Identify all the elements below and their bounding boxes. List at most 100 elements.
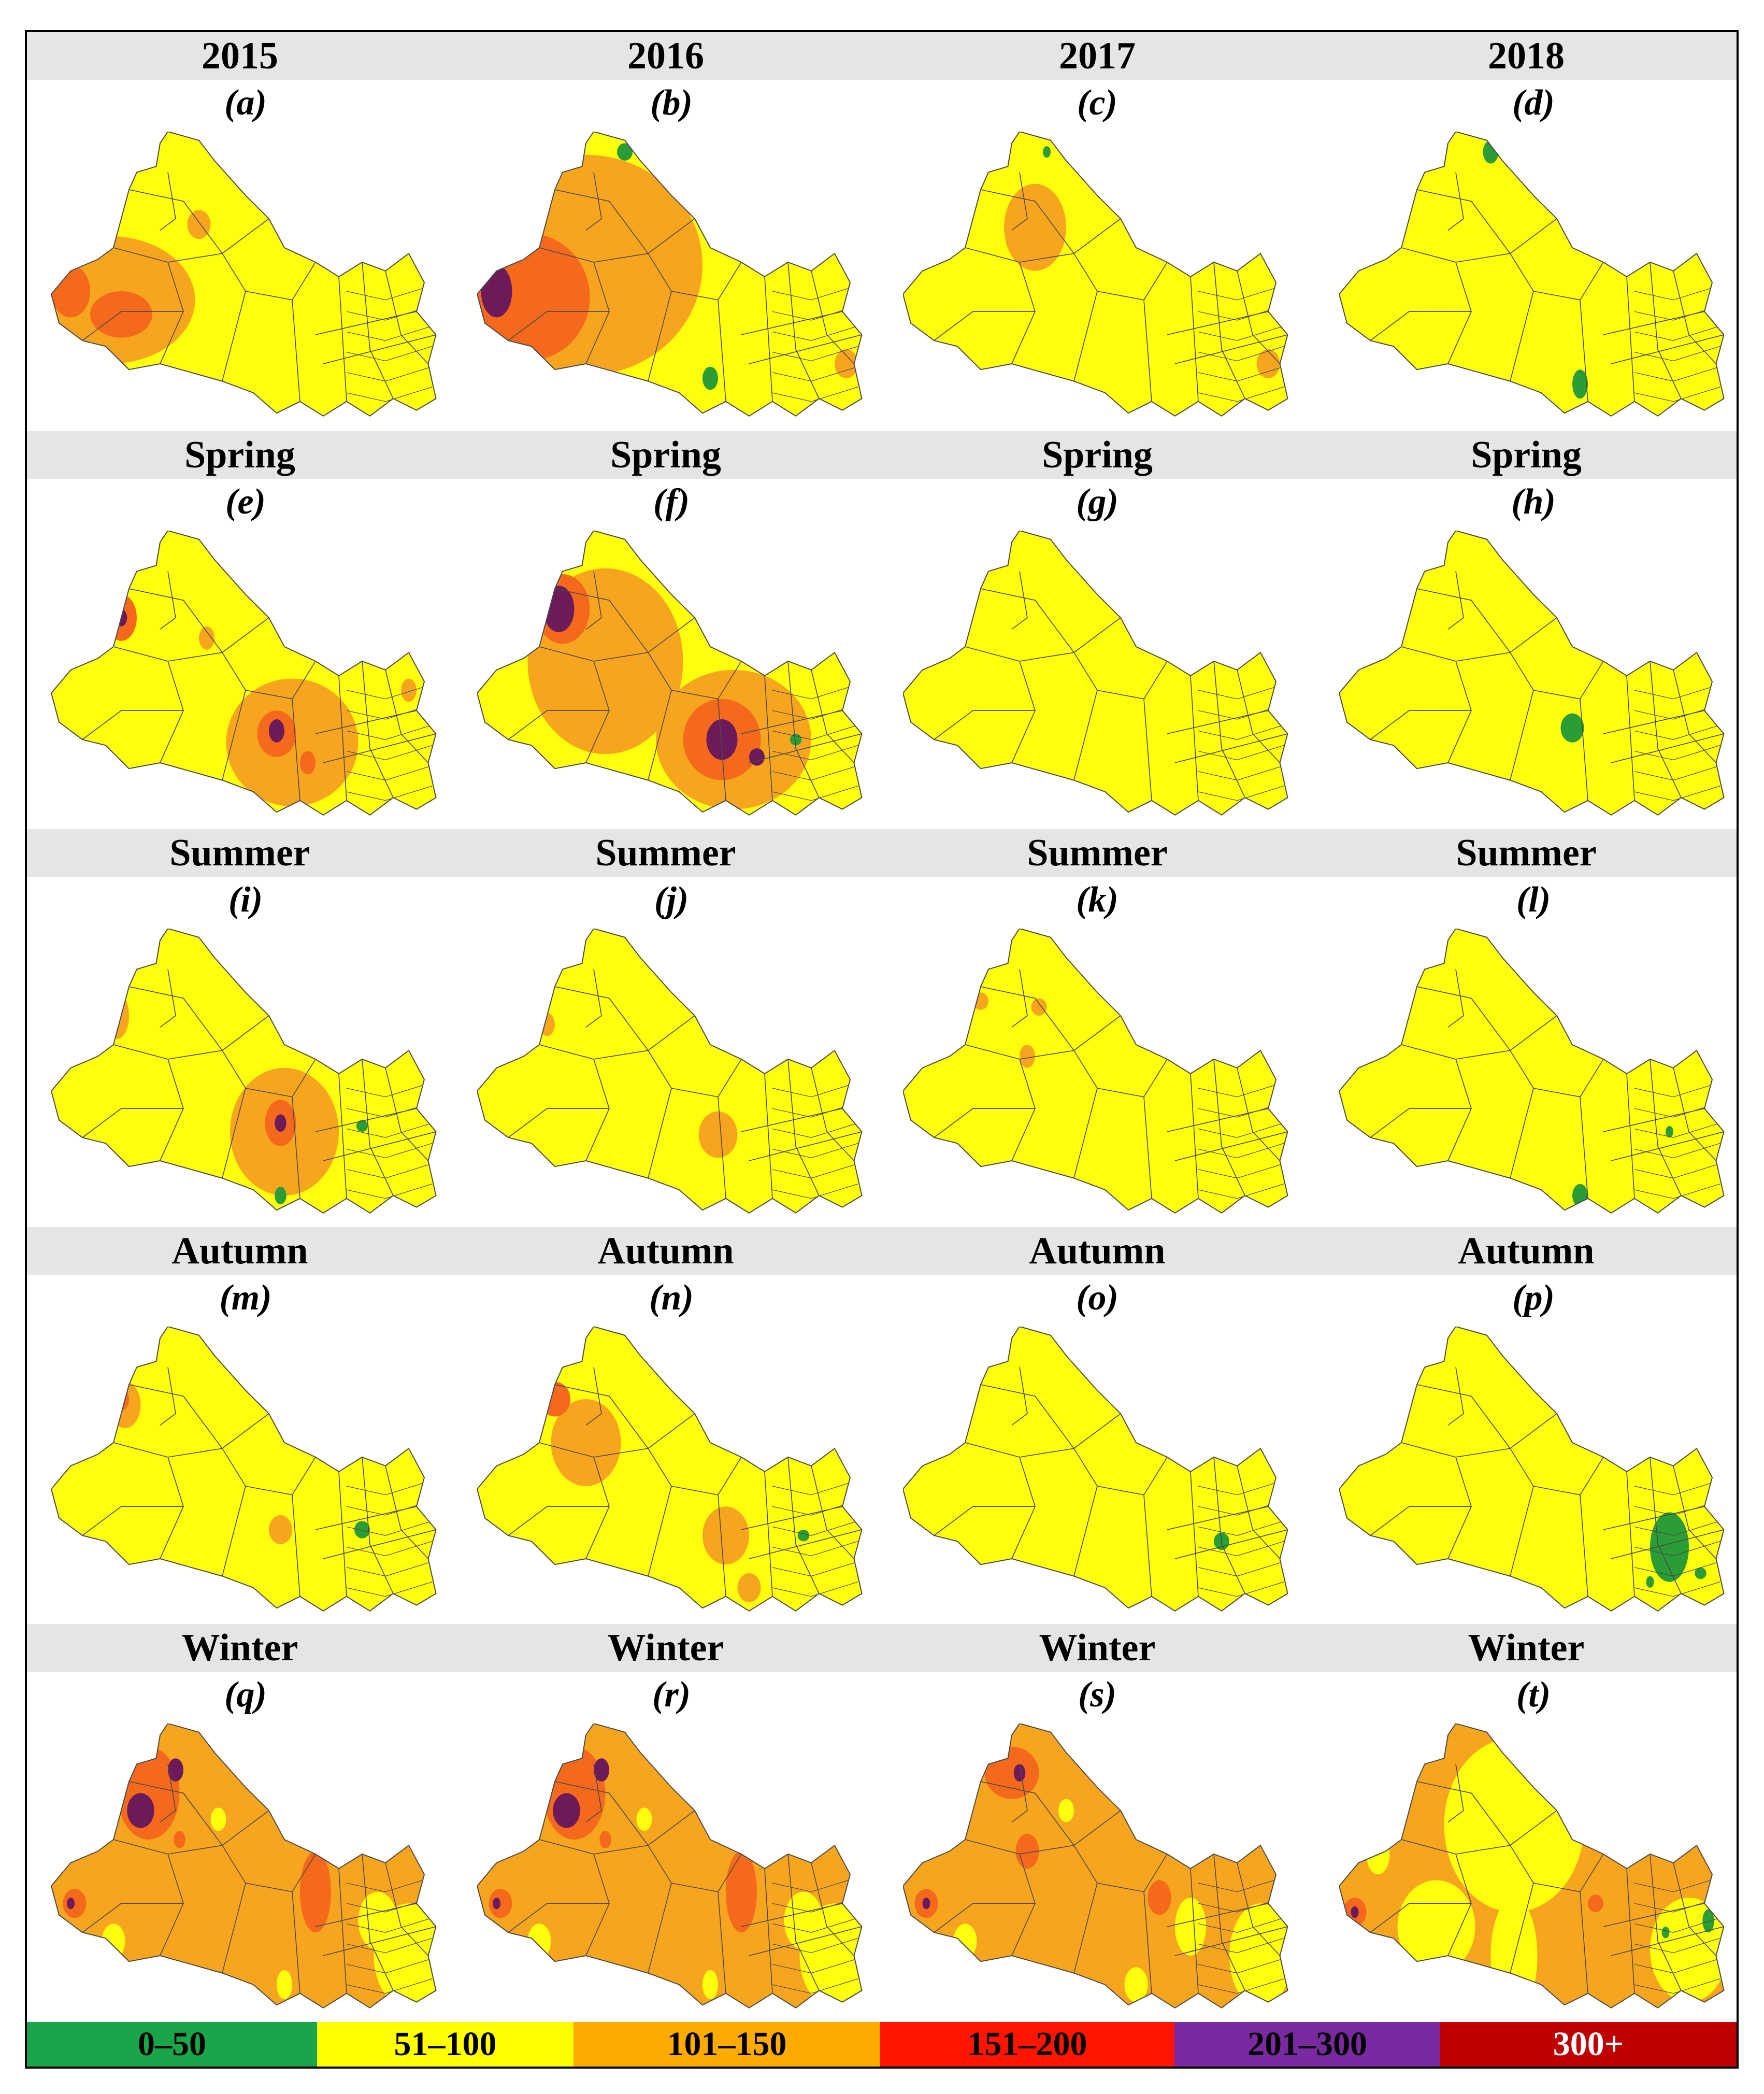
season-header-bar: Autumn Autumn Autumn Autumn — [27, 1227, 1737, 1275]
district-boundary — [82, 1506, 183, 1536]
map-panel: (f) — [464, 479, 879, 826]
legend-item: 300+ — [1440, 2022, 1737, 2067]
panel-label: (l) — [1516, 880, 1551, 920]
district-boundary — [323, 1131, 436, 1161]
season-label: Autumn — [1458, 1230, 1595, 1272]
district-boundary — [1634, 786, 1720, 801]
aqi-zone-green — [1572, 1184, 1588, 1207]
region-outline — [903, 531, 1288, 816]
district-boundary — [554, 1781, 649, 1846]
district-boundary — [346, 1561, 433, 1577]
aqi-zone-orange — [269, 1515, 292, 1544]
district-boundary — [1626, 1471, 1635, 1597]
district-boundary — [1401, 1044, 1472, 1161]
aqi-zone-purple — [594, 1758, 609, 1782]
region-base-fill — [477, 929, 862, 1213]
district-boundary — [1626, 1073, 1635, 1199]
district-boundary — [718, 1891, 726, 1993]
district-boundary — [772, 1122, 858, 1138]
district-boundary — [346, 684, 433, 700]
aqi-zone-purple — [481, 265, 512, 318]
region-outline — [1339, 531, 1725, 816]
region-base-fill — [1339, 132, 1724, 416]
map-panel: (o) — [890, 1275, 1304, 1622]
district-boundary — [292, 1891, 300, 1993]
aqi-zone-yellow — [702, 1970, 718, 1999]
district-boundary — [1455, 253, 1534, 381]
district-boundary — [346, 366, 433, 382]
region-outline — [477, 531, 863, 816]
district-boundary — [338, 675, 347, 801]
district-boundary — [1580, 699, 1588, 801]
district-boundary — [1611, 1529, 1724, 1559]
district-boundary — [1198, 786, 1284, 801]
district-boundary — [1190, 276, 1199, 402]
district-boundary — [1634, 1582, 1720, 1597]
district-boundary — [1370, 1903, 1471, 1933]
district-boundary — [1143, 1096, 1152, 1199]
aqi-zone-green — [1650, 1512, 1689, 1582]
map-svg — [903, 1723, 1288, 2009]
panel-label: (d) — [1512, 83, 1555, 123]
district-boundary — [1416, 189, 1511, 254]
district-boundary — [167, 652, 246, 780]
district-boundary — [1650, 1457, 1682, 1594]
panel-label: (i) — [228, 880, 263, 920]
district-boundary — [1011, 571, 1028, 630]
district-boundary — [1073, 617, 1121, 653]
aqi-zone-yellow — [1490, 1898, 1538, 2008]
district-boundary — [539, 646, 610, 763]
district-boundary — [346, 724, 433, 740]
map-svg — [477, 531, 863, 816]
aqi-zone-yellow — [784, 1891, 823, 1950]
aqi-zone-yellow — [102, 1924, 125, 1959]
aqi-zone-yellow — [1175, 1898, 1206, 1956]
district-boundary — [1455, 652, 1534, 780]
district-boundary — [362, 1457, 394, 1594]
district-boundary — [1198, 325, 1284, 341]
season-header-bar: Winter Winter Winter Winter — [27, 1624, 1737, 1672]
district-boundary — [508, 311, 609, 341]
district-boundary — [1634, 1958, 1720, 1974]
district-boundary — [965, 1839, 1036, 1956]
district-boundary — [1447, 1367, 1464, 1426]
district-boundary — [1673, 270, 1717, 364]
district-boundary — [772, 1582, 858, 1597]
district-boundary — [1198, 1938, 1284, 1954]
district-boundary — [1143, 699, 1152, 801]
district-boundary — [508, 1108, 609, 1138]
panel-label: (g) — [1076, 482, 1118, 522]
region-outline — [51, 132, 437, 417]
district-boundary — [764, 675, 773, 801]
district-boundary — [741, 710, 843, 734]
map-panel: (b) — [464, 80, 879, 427]
district-boundary — [811, 669, 855, 763]
district-boundary — [1198, 1082, 1284, 1098]
district-boundary — [1603, 710, 1705, 734]
season-header-bar: Spring Spring Spring Spring — [27, 431, 1737, 479]
aqi-zone-orangered — [174, 1831, 185, 1848]
district-boundary — [1143, 300, 1152, 402]
district-boundary — [1447, 1764, 1464, 1823]
season-header-bar: Summer Summer Summer Summer — [27, 829, 1737, 877]
map-panel: (q) — [38, 1672, 453, 2019]
district-boundary — [1019, 652, 1098, 780]
district-boundary — [346, 346, 433, 362]
district-boundary — [1634, 346, 1720, 362]
legend-item: 151–200 — [880, 2022, 1174, 2067]
district-boundary — [1019, 1448, 1098, 1576]
district-boundary — [1510, 617, 1557, 653]
district-boundary — [346, 765, 433, 781]
district-boundary — [1416, 986, 1511, 1051]
district-boundary — [346, 1877, 433, 1892]
season-label: Autumn — [597, 1230, 734, 1272]
district-boundary — [292, 1494, 300, 1597]
district-boundary — [1634, 1184, 1720, 1199]
district-boundary — [1634, 684, 1720, 700]
district-boundary — [1416, 1384, 1511, 1449]
aqi-zone-yellow — [1229, 1903, 1288, 2008]
district-boundary — [1073, 218, 1121, 254]
district-boundary — [128, 1384, 223, 1449]
district-boundary — [1174, 733, 1288, 763]
district-boundary — [772, 1143, 858, 1159]
